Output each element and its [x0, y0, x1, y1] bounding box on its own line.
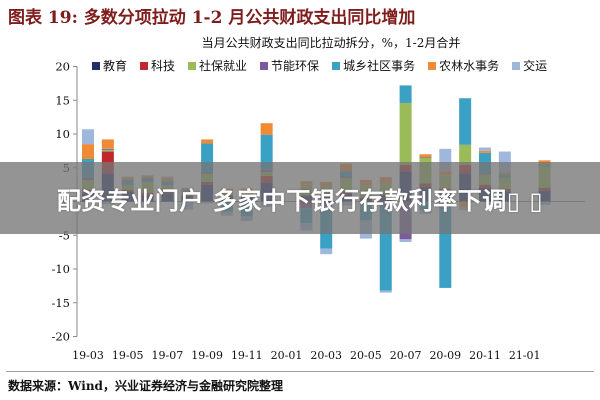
y-tick-label: 10	[55, 127, 70, 141]
bar-segment-s4-c19	[459, 98, 472, 145]
bar-segment-s4-c9	[260, 134, 273, 170]
banner-text: 配资专业门户 多家中下银行存款利率下调▯ ▯	[56, 186, 544, 215]
legend-item-urban-rural: 城乡社区事务	[332, 57, 415, 74]
y-tick-label: -20	[51, 330, 70, 344]
bar-segment-s5-c1	[101, 139, 114, 149]
x-tick-label: 19-11	[231, 349, 263, 362]
bar-segment-s6-c12	[320, 248, 333, 255]
bar-segment-s6-c16	[399, 239, 412, 242]
legend-item-social-security: 社保就业	[188, 57, 247, 74]
y-tick-label: -10	[51, 262, 70, 276]
bar-segment-s5-c9	[260, 123, 273, 135]
x-tick-labels: 19-03 19-05 19-07 19-09 19-11 20-01 20-03 20-05…	[72, 349, 540, 362]
bar-segment-s4-c16	[399, 85, 412, 103]
legend-label: 教育	[103, 59, 128, 73]
legend-item-transport: 交运	[512, 57, 547, 74]
y-tick-label: -5	[59, 228, 70, 242]
x-tick-label: 19-09	[191, 349, 223, 362]
chart-legend: 教育 科技 社保就业 节能环保 城乡社区事务 农林水事务 交运	[92, 57, 547, 74]
legend-label: 科技	[151, 59, 176, 73]
bar-segment-s3-c1	[101, 149, 114, 151]
source-note: 数据来源：Wind，兴业证券经济与金融研究院整理	[8, 379, 283, 393]
x-tick-label: 20-03	[310, 349, 342, 362]
legend-swatch	[92, 61, 100, 70]
bar-segment-s6-c15	[379, 290, 392, 293]
legend-label: 交运	[523, 59, 548, 73]
bar-segment-s4-c1	[101, 148, 114, 150]
x-tick-label: 20-01	[271, 349, 303, 362]
x-tick-label: 21-01	[509, 349, 541, 362]
x-tick-label: 19-07	[152, 349, 184, 362]
figure-title: 图表 19: 多数分项拉动 1-2 月公共财政支出同比增加	[8, 8, 416, 28]
legend-label: 社保就业	[199, 59, 248, 73]
bar-segment-s5-c17	[419, 154, 432, 157]
legend-swatch	[140, 61, 149, 70]
legend-item-education: 教育	[92, 57, 127, 74]
legend-label: 节能环保	[271, 59, 320, 73]
legend-swatch	[332, 61, 341, 70]
legend-swatch	[260, 61, 269, 70]
bar-segment-s5-c0	[82, 144, 94, 159]
y-tick-label: 15	[55, 93, 70, 107]
bar-segment-s2-c16	[399, 102, 412, 166]
bar-segment-s2-c19	[459, 144, 472, 166]
legend-label: 城乡社区事务	[343, 59, 416, 73]
bar-segment-s6-c0	[82, 129, 94, 145]
legend-item-agriculture: 农林水事务	[428, 57, 499, 74]
x-tick-label: 19-05	[112, 349, 144, 362]
bar-segment-s2-c1	[101, 150, 114, 152]
x-tick-label: 20-07	[390, 349, 422, 362]
y-tick-label: -15	[51, 296, 70, 310]
bar-segment-s5-c6	[201, 139, 214, 144]
footer-divider	[6, 371, 594, 372]
bar-segment-s3-c17	[419, 156, 432, 158]
x-tick-label: 20-05	[350, 349, 382, 362]
legend-swatch	[428, 61, 437, 70]
legend-swatch	[188, 61, 197, 70]
x-tick-label: 20-11	[469, 349, 501, 362]
y-tick-label: 20	[55, 60, 70, 74]
legend-item-technology: 科技	[140, 57, 175, 74]
x-tick-label: 20-09	[429, 349, 461, 362]
legend-item-environment: 节能环保	[260, 57, 319, 74]
chart-title: 当月公共财政支出同比拉动拆分，%，1-2月合并	[201, 36, 461, 50]
legend-label: 农林水事务	[439, 59, 500, 73]
watermark-banner: 配资专业门户 多家中下银行存款利率下调▯ ▯	[0, 162, 600, 234]
bar-segment-s6-c20	[479, 147, 491, 151]
x-tick-label: 19-03	[72, 349, 104, 362]
bar-segment-s5-c20	[479, 150, 491, 153]
legend-swatch	[512, 61, 521, 70]
